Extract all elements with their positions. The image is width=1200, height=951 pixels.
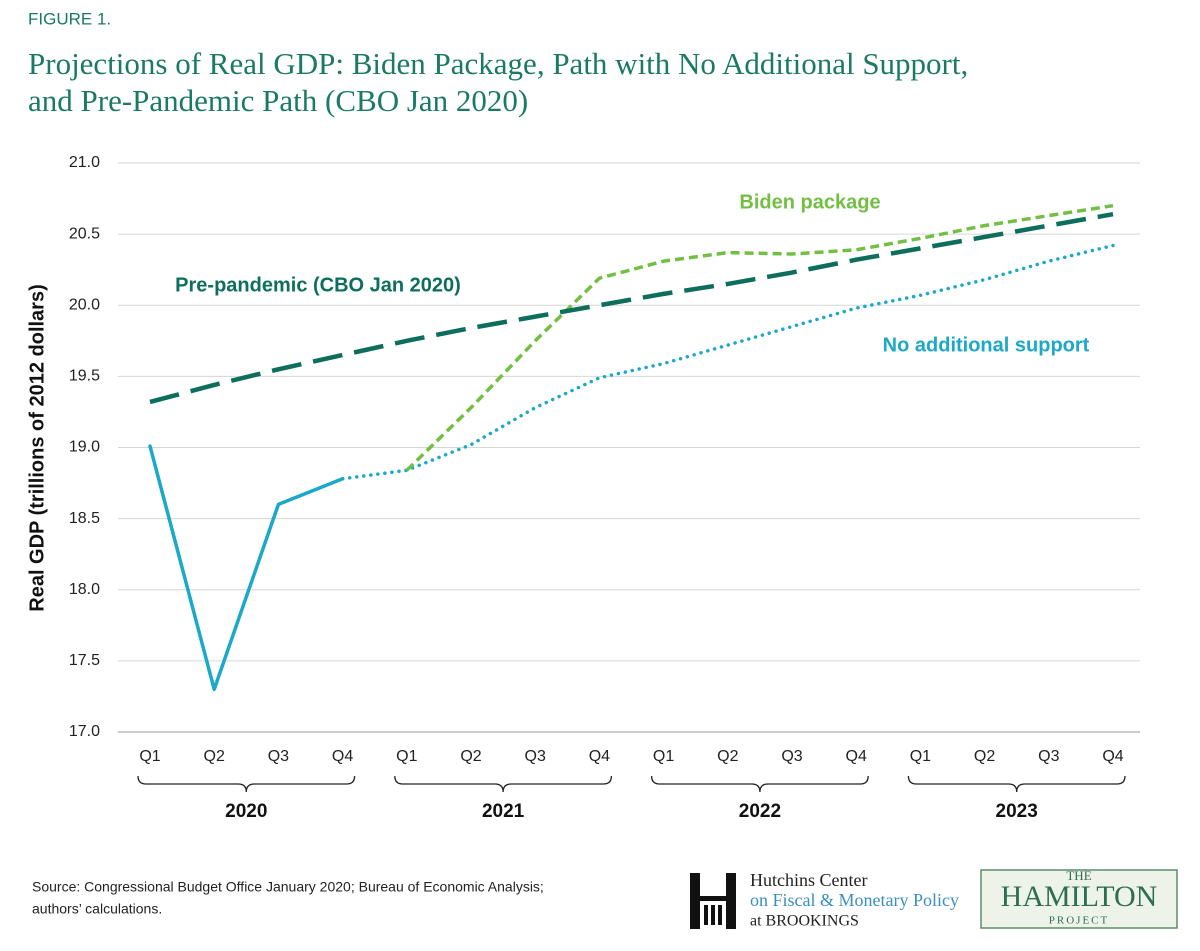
figure-label: FIGURE 1.	[28, 9, 111, 28]
series-line	[340, 243, 1115, 481]
logo-text: Hutchins Center	[750, 870, 867, 890]
year-brace	[907, 775, 1126, 793]
year-label: 2020	[225, 801, 267, 822]
x-tick-label: Q4	[589, 748, 610, 765]
x-tick-label: Q1	[653, 748, 674, 765]
series-line	[148, 444, 345, 692]
x-tick-label: Q4	[332, 748, 353, 765]
x-tick-label: Q2	[460, 748, 481, 765]
logo-text: PROJECT	[1049, 915, 1109, 927]
logo-box	[980, 869, 1178, 929]
y-tick-label: 20.0	[69, 296, 100, 313]
y-tick-label: 18.5	[69, 510, 100, 527]
x-tick-label: Q3	[525, 748, 546, 765]
logo-shape	[718, 905, 722, 925]
year-label: 2022	[739, 801, 781, 822]
hutchins-logo: Hutchins Center on Fiscal & Monetary Pol…	[690, 870, 959, 930]
logo-text: at BROOKINGS	[750, 913, 859, 930]
chart-title: Projections of Real GDP: Biden Package, …	[28, 46, 968, 81]
y-tick-label: 19.5	[69, 368, 100, 385]
source: Source: Congressional Budget Office Janu…	[32, 879, 544, 895]
x-tick-label: Q2	[717, 748, 738, 765]
logo-text: HAMILTON	[1001, 880, 1158, 913]
logo-shape	[711, 905, 715, 925]
year-brace	[137, 775, 356, 793]
source: authors’ calculations.	[32, 901, 162, 917]
x-tick-label: Q2	[204, 748, 225, 765]
x-tick-label: Q1	[139, 748, 160, 765]
series-line	[405, 203, 1114, 472]
chart-title: and Pre-Pandemic Path (CBO Jan 2020)	[28, 83, 528, 118]
y-tick-label: 19.0	[69, 439, 100, 456]
year-label: 2023	[996, 801, 1038, 822]
x-tick-label: Q3	[781, 748, 802, 765]
logo-shape	[690, 873, 700, 929]
series-label: Biden package	[739, 191, 880, 213]
logo-text: THE	[1066, 868, 1091, 883]
logo-shape	[700, 896, 726, 901]
y-tick-label: 20.5	[69, 225, 100, 242]
series-label: Pre-pandemic (CBO Jan 2020)	[175, 274, 461, 296]
logo-shape	[726, 873, 736, 929]
year-brace	[650, 775, 869, 793]
x-tick-label: Q3	[1038, 748, 1059, 765]
y-axis-label: Real GDP (trillions of 2012 dollars)	[26, 284, 48, 612]
year-brace	[394, 775, 613, 793]
y-tick-label: 17.5	[69, 652, 100, 669]
logo-shape	[704, 905, 708, 925]
x-tick-label: Q1	[396, 748, 417, 765]
logo-text: on Fiscal & Monetary Policy	[750, 890, 959, 910]
series-line	[149, 211, 1114, 405]
y-tick-label: 17.0	[69, 723, 100, 740]
x-tick-label: Q4	[1102, 748, 1123, 765]
y-tick-label: 18.0	[69, 581, 100, 598]
x-tick-label: Q1	[910, 748, 931, 765]
series-label: No additional support	[883, 334, 1090, 356]
year-label: 2021	[482, 801, 525, 822]
hamilton-logo: THE HAMILTON PROJECT	[980, 868, 1178, 929]
x-tick-label: Q4	[846, 748, 867, 765]
x-tick-label: Q2	[974, 748, 995, 765]
x-tick-label: Q3	[268, 748, 289, 765]
y-tick-label: 21.0	[69, 154, 100, 171]
